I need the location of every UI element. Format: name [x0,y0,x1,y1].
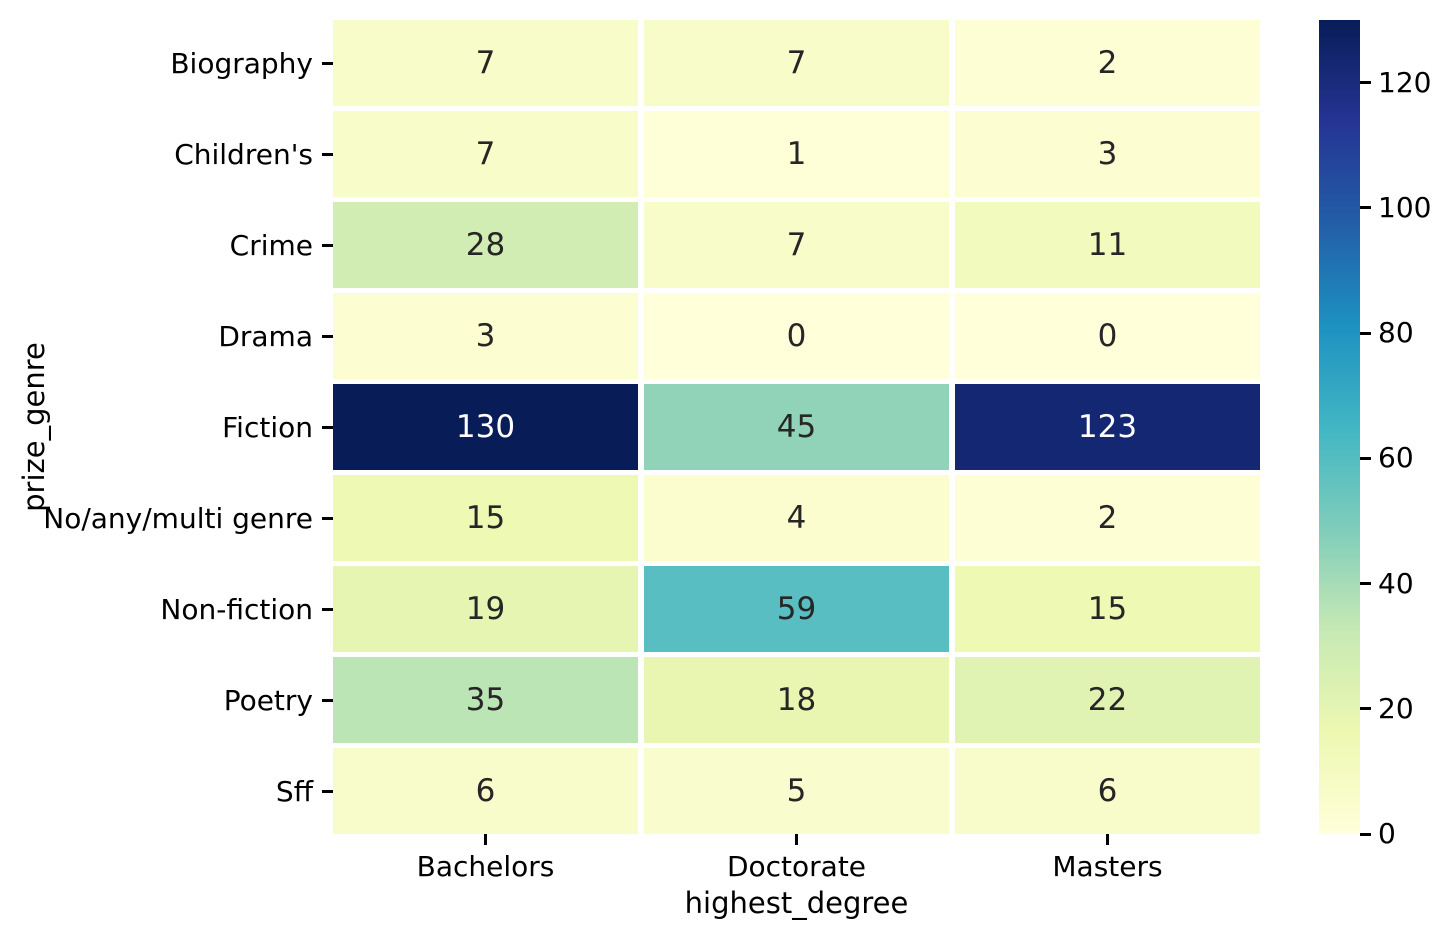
x-tick-mark [795,834,798,845]
heatmap-cell: 3 [333,293,638,379]
heatmap-cell: 35 [333,657,638,743]
heatmap-cell: 7 [333,20,638,106]
y-tick-label: Drama [218,319,313,353]
heatmap-cell: 1 [644,111,949,197]
colorbar-tick-label: 20 [1378,691,1414,725]
x-tick-labels: Bachelors Doctorate Masters [0,849,1449,885]
heatmap-cell: 5 [644,748,949,834]
heatmap-cell: 15 [333,475,638,561]
x-tick-mark [484,834,487,845]
y-tick-labels: Biography Children's Crime Drama Fiction No/a… [0,20,313,834]
colorbar-tick-mark [1360,582,1371,586]
colorbar-tick-mark [1360,456,1371,460]
heatmap-cell: 2 [955,20,1260,106]
colorbar-tick-mark [1360,81,1371,85]
heatmap-cell: 7 [644,20,949,106]
colorbar-tick-label: 120 [1378,65,1432,99]
colorbar-tick-mark [1360,832,1371,836]
y-tick-mark [322,607,333,611]
heatmap-cell: 28 [333,202,638,288]
heatmap-cell: 59 [644,566,949,652]
heatmap-cell: 6 [955,748,1260,834]
y-tick-label: Children's [174,137,313,171]
y-tick-label: Sff [275,774,313,808]
colorbar-tick-label: 60 [1378,441,1414,475]
y-tick-mark [322,789,333,793]
colorbar [1319,20,1360,834]
heatmap-cell: 7 [333,111,638,197]
heatmap-cell: 6 [333,748,638,834]
y-tick-label: Non-fiction [160,592,313,626]
heatmap-cell: 3 [955,111,1260,197]
x-axis-label: highest_degree [684,886,909,920]
heatmap-cell: 130 [333,384,638,470]
colorbar-tick-label: 0 [1378,817,1396,850]
heatmap-cell: 15 [955,566,1260,652]
heatmap-cell: 123 [955,384,1260,470]
heatmap-grid: 7 7 2 7 1 3 28 7 11 3 0 0 130 45 123 15 4 2 19 59 15 35 18 22 6 5… [333,20,1260,834]
x-tick-mark [1106,834,1109,845]
y-tick-label: Poetry [223,683,313,717]
heatmap-cell: 11 [955,202,1260,288]
heatmap-cell: 22 [955,657,1260,743]
y-tick-label: No/any/multi genre [43,501,313,535]
colorbar-tick-mark [1360,707,1371,711]
heatmap-cell: 2 [955,475,1260,561]
colorbar-tick-label: 80 [1378,316,1414,350]
y-tick-label: Fiction [222,410,313,444]
heatmap-cell: 18 [644,657,949,743]
heatmap-cell: 7 [644,202,949,288]
y-tick-label: Biography [170,46,313,80]
y-tick-mark [322,698,333,702]
y-tick-label: Crime [229,228,313,262]
heatmap-cell: 0 [955,293,1260,379]
colorbar-tick-mark [1360,206,1371,210]
heatmap-cell: 4 [644,475,949,561]
y-tick-mark [322,152,333,156]
heatmap-cell: 19 [333,566,638,652]
y-tick-mark [322,243,333,247]
y-tick-mark [322,61,333,65]
colorbar-tick-label: 100 [1378,190,1432,224]
y-tick-mark [322,516,333,520]
heatmap-cell: 45 [644,384,949,470]
colorbar-tick-label: 40 [1378,566,1414,600]
x-tick-label: Bachelors [416,850,555,883]
y-tick-mark [322,334,333,338]
heatmap-cell: 0 [644,293,949,379]
colorbar-tick-mark [1360,331,1371,335]
x-tick-label: Doctorate [726,850,867,883]
y-tick-mark [322,425,333,429]
x-tick-label: Masters [1052,850,1163,883]
